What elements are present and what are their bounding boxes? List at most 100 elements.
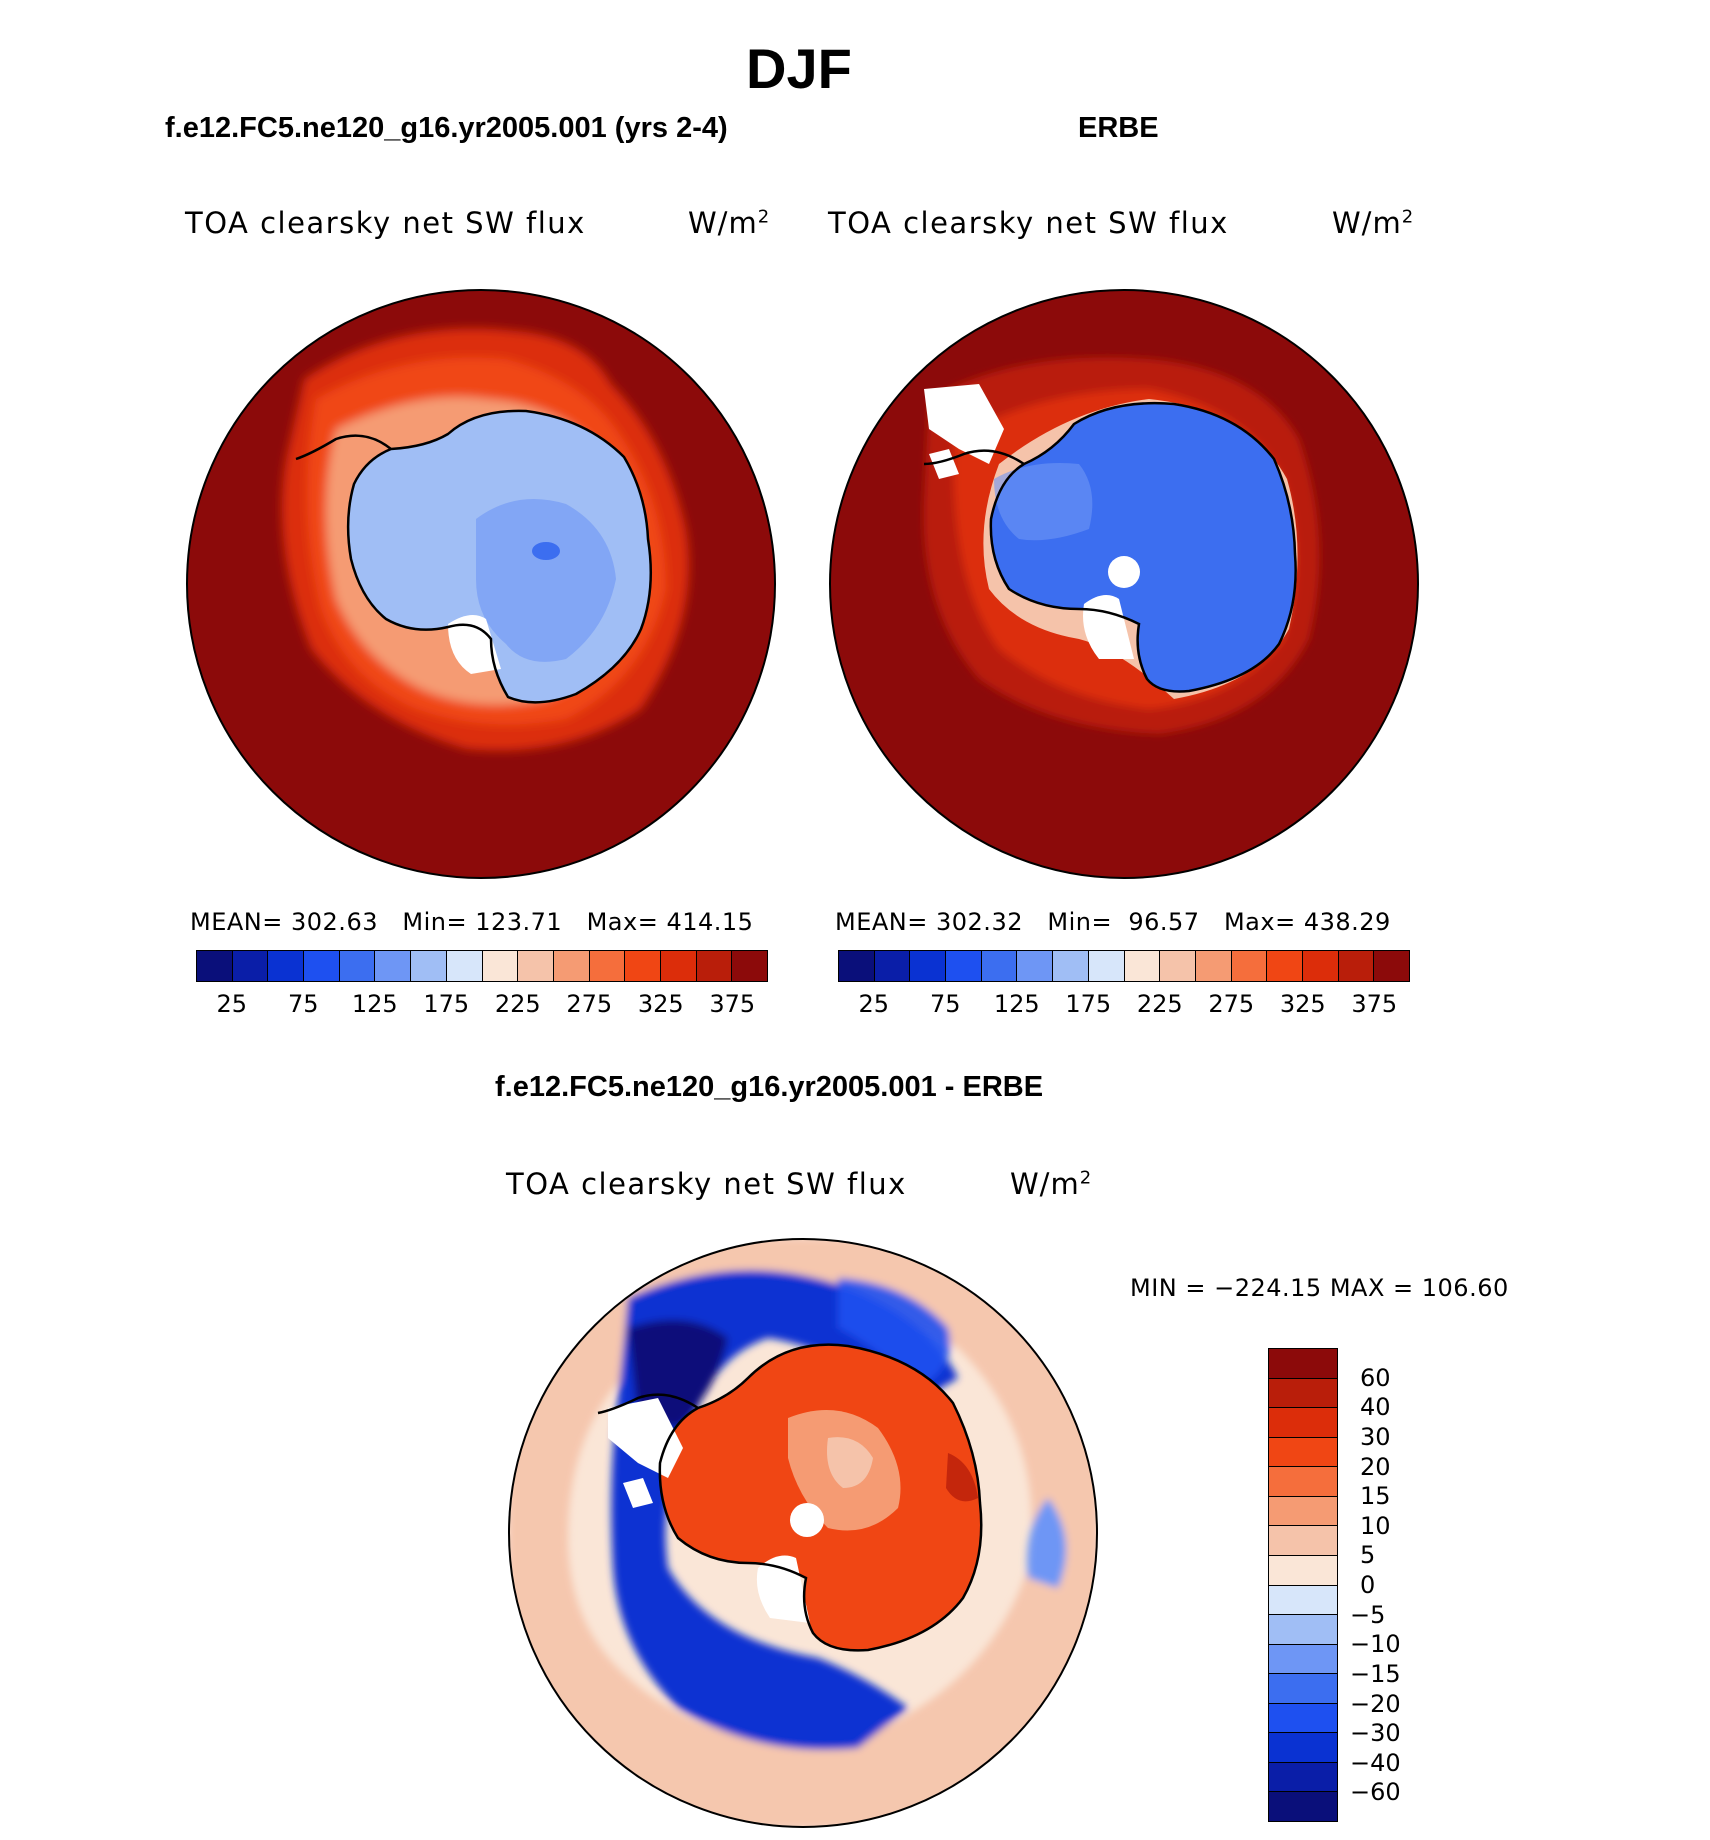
diff-colorbar-tick-label: 15 — [1360, 1482, 1391, 1511]
diff-colorbar-tick-label: 40 — [1360, 1393, 1391, 1422]
obs-colorbar-box — [946, 951, 982, 981]
model-colorbar-box — [660, 951, 697, 981]
model-stats: MEAN= 302.63 Min= 123.71 Max= 414.15 — [190, 908, 754, 936]
obs-mean-value: 302.32 — [936, 908, 1023, 936]
diff-colorbar-box — [1269, 1437, 1337, 1468]
diff-colorbar-tick-label: 5 — [1360, 1541, 1376, 1570]
model-colorbar-box — [732, 951, 767, 981]
obs-min-value: 96.57 — [1128, 908, 1200, 936]
diff-colorbar-tick-label: −5 — [1350, 1600, 1386, 1629]
obs-colorbar-box — [1267, 951, 1303, 981]
diff-colorbar — [1268, 1348, 1338, 1822]
model-colorbar-box — [553, 951, 590, 981]
diff-colorbar-tick-label: −60 — [1350, 1778, 1401, 1807]
obs-colorbar-box — [1195, 951, 1232, 981]
model-colorbar-tick-label: 125 — [351, 990, 398, 1018]
diff-colorbar-box — [1269, 1644, 1337, 1675]
diff-polar-map — [508, 1238, 1098, 1828]
obs-antarctica-coastline — [923, 401, 1297, 693]
obs-colorbar-tick-label: 75 — [929, 990, 961, 1018]
diff-missing-data-wedge — [608, 1398, 683, 1478]
diff-colorbar-tick-label: 60 — [1360, 1363, 1391, 1392]
model-colorbar-box — [482, 951, 519, 981]
obs-colorbar-tick-label: 225 — [1136, 990, 1183, 1018]
obs-pole-hole — [1108, 556, 1140, 588]
obs-case-title: ERBE — [1078, 112, 1159, 144]
obs-colorbar-box — [1088, 951, 1125, 981]
obs-colorbar-box — [910, 951, 947, 981]
model-antarctica-coastline — [295, 409, 652, 704]
model-colorbar-box — [304, 951, 340, 981]
diff-colorbar-box — [1269, 1526, 1337, 1556]
model-ross-ice-shelf — [448, 615, 501, 674]
diff-colorbar-box — [1269, 1467, 1337, 1497]
diff-colorbar-box — [1269, 1615, 1337, 1645]
model-colorbar-tick-label: 325 — [637, 990, 684, 1018]
model-colorbar — [196, 950, 768, 982]
model-colorbar-tick-label: 275 — [566, 990, 613, 1018]
model-colorbar-ticks: 25 75 125 175 225 275 325 375 — [196, 990, 768, 1020]
obs-colorbar-box — [1017, 951, 1054, 981]
model-colorbar-tick-label: 225 — [494, 990, 541, 1018]
diff-units-label: W/m2 — [1010, 1167, 1093, 1201]
obs-stats: MEAN= 302.32 Min= 96.57 Max= 438.29 — [835, 908, 1391, 936]
model-colorbar-box — [268, 951, 305, 981]
obs-colorbar-box — [1374, 951, 1409, 981]
diff-colorbar-box — [1269, 1703, 1337, 1734]
obs-polar-map — [829, 289, 1419, 879]
diff-minmax: MIN = −224.15 MAX = 106.60 — [1130, 1274, 1509, 1302]
diff-colorbar-box — [1269, 1585, 1337, 1616]
diff-colorbar-box — [1269, 1349, 1337, 1379]
diff-case-title: f.e12.FC5.ne120_g16.yr2005.001 - ERBE — [495, 1071, 1044, 1103]
diff-colorbar-box — [1269, 1733, 1337, 1763]
obs-colorbar-tick-label: 375 — [1351, 990, 1398, 1018]
obs-max-value: 438.29 — [1303, 908, 1391, 936]
diff-colorbar-box — [1269, 1674, 1337, 1704]
diff-antarctica-coastline — [597, 1343, 983, 1652]
diff-colorbar-tick-label: −15 — [1350, 1659, 1401, 1688]
diff-colorbar-box — [1269, 1762, 1337, 1793]
obs-colorbar — [838, 950, 1410, 982]
figure-title: DJF — [746, 37, 852, 100]
model-case-title: f.e12.FC5.ne120_g16.yr2005.001 (yrs 2-4) — [165, 112, 728, 144]
diff-variable-label: TOA clearsky net SW flux — [506, 1167, 907, 1201]
model-colorbar-box — [197, 951, 233, 981]
model-colorbar-tick-label: 75 — [287, 990, 319, 1018]
model-colorbar-box — [232, 951, 269, 981]
diff-colorbar-tick-label: 20 — [1360, 1452, 1391, 1481]
model-colorbar-box — [375, 951, 412, 981]
diff-colorbar-tick-label: 30 — [1360, 1422, 1391, 1451]
diff-colorbar-tick-label: 10 — [1360, 1511, 1391, 1540]
model-min-value: 123.71 — [475, 908, 563, 936]
obs-colorbar-tick-label: 25 — [858, 990, 890, 1018]
model-interior-minimum — [532, 542, 560, 560]
obs-colorbar-box — [1338, 951, 1375, 981]
model-colorbar-tick-label: 175 — [423, 990, 470, 1018]
obs-missing-data-wedge — [924, 384, 1004, 464]
obs-colorbar-ticks: 25 75 125 175 225 275 325 375 — [838, 990, 1410, 1020]
model-polar-map — [186, 289, 776, 879]
diff-pole-hole — [790, 1503, 824, 1537]
diff-colorbar-box — [1269, 1496, 1337, 1527]
model-variable-label: TOA clearsky net SW flux — [185, 206, 586, 240]
model-units-label: W/m2 — [688, 206, 771, 240]
diff-colorbar-box — [1269, 1408, 1337, 1438]
obs-colorbar-tick-label: 125 — [993, 990, 1040, 1018]
obs-colorbar-box — [1302, 951, 1339, 981]
obs-variable-label: TOA clearsky net SW flux — [828, 206, 1229, 240]
obs-colorbar-tick-label: 275 — [1208, 990, 1255, 1018]
diff-colorbar-tick-label: −10 — [1350, 1630, 1401, 1659]
model-max-value: 414.15 — [666, 908, 754, 936]
diff-colorbar-ticks: 60 40 30 20 15 10 5 0 −5 −10 −15 −20 −30 −40 −60 — [1350, 1348, 1440, 1822]
obs-units-label: W/m2 — [1332, 206, 1415, 240]
model-colorbar-box — [339, 951, 376, 981]
model-colorbar-box — [589, 951, 626, 981]
model-colorbar-tick-label: 375 — [709, 990, 756, 1018]
obs-colorbar-box — [839, 951, 875, 981]
diff-colorbar-tick-label: −40 — [1350, 1748, 1401, 1777]
diff-colorbar-box — [1269, 1792, 1337, 1821]
model-colorbar-box — [518, 951, 554, 981]
obs-colorbar-box — [1124, 951, 1161, 981]
diff-colorbar-box — [1269, 1555, 1337, 1586]
obs-colorbar-box — [981, 951, 1018, 981]
